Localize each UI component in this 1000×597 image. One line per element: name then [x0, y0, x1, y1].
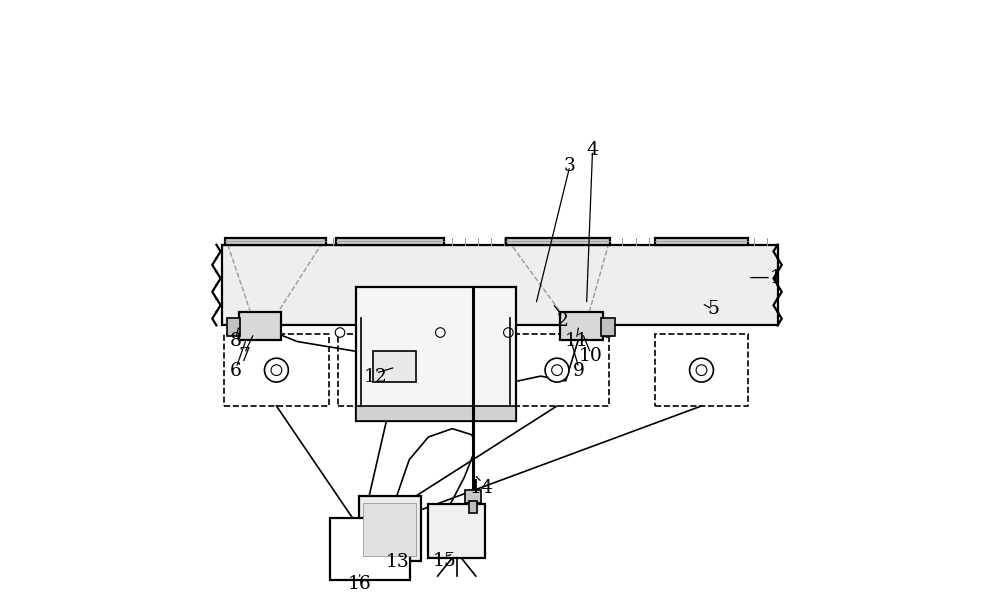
Text: 7: 7 [238, 347, 250, 365]
Bar [428, 504, 485, 558]
Bar [359, 496, 421, 561]
Circle shape [271, 365, 282, 376]
Text: 11: 11 [565, 333, 588, 350]
Bar [356, 287, 516, 421]
Circle shape [504, 328, 513, 337]
Circle shape [436, 328, 445, 337]
Bar [222, 245, 778, 325]
Text: 3: 3 [564, 157, 576, 175]
Circle shape [264, 358, 288, 382]
Text: 9: 9 [573, 362, 585, 380]
Bar [225, 238, 326, 245]
Bar [655, 334, 748, 406]
Text: 16: 16 [348, 575, 372, 593]
Circle shape [603, 328, 612, 337]
Circle shape [552, 365, 562, 376]
Bar [330, 518, 410, 580]
Circle shape [696, 365, 707, 376]
Text: 1: 1 [770, 269, 782, 287]
Bar [224, 334, 329, 406]
Text: 14: 14 [470, 479, 494, 497]
Bar [655, 238, 748, 245]
Bar [506, 238, 610, 245]
Bar [336, 238, 444, 245]
Text: 6: 6 [230, 362, 242, 380]
Text: 12: 12 [364, 368, 388, 386]
Circle shape [690, 358, 713, 382]
Bar [601, 318, 615, 336]
Circle shape [335, 328, 345, 337]
Bar [227, 318, 240, 336]
Text: 2: 2 [557, 312, 569, 330]
Circle shape [384, 365, 395, 376]
Bar [338, 334, 442, 406]
Bar [239, 312, 281, 340]
Bar [469, 501, 477, 513]
Text: 15: 15 [433, 552, 457, 570]
Bar [465, 490, 481, 503]
Text: 8: 8 [230, 333, 242, 350]
Bar [373, 351, 416, 382]
Text: 5: 5 [708, 300, 720, 318]
Bar [560, 312, 603, 340]
Circle shape [378, 358, 402, 382]
Circle shape [545, 358, 569, 382]
Text: 4: 4 [587, 141, 599, 159]
Bar [505, 334, 609, 406]
Bar [363, 503, 416, 556]
Text: 13: 13 [385, 553, 409, 571]
Bar [356, 406, 516, 421]
Text: 10: 10 [579, 347, 603, 365]
